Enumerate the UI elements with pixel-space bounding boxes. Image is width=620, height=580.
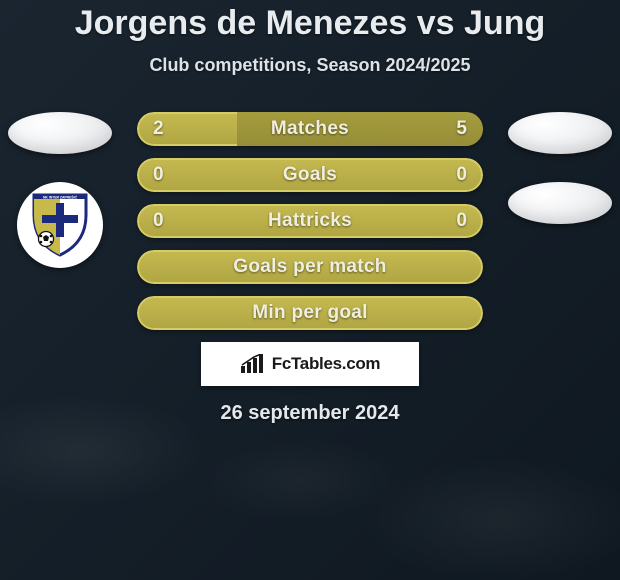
stat-right-value: 0 bbox=[456, 210, 467, 232]
subtitle: Club competitions, Season 2024/2025 bbox=[149, 55, 470, 76]
player-left-headshot bbox=[8, 112, 112, 154]
player-right-column bbox=[508, 112, 612, 224]
stats-list: 2 Matches 5 0 Goals 0 0 Hattricks 0 bbox=[137, 112, 483, 330]
comparison-row: NK INTER ZAPREŠIĆ 2 bbox=[0, 112, 620, 330]
comparison-card: Jorgens de Menezes vs Jung Club competit… bbox=[0, 0, 620, 580]
stat-right-value: 5 bbox=[456, 118, 467, 140]
club-crest-icon: NK INTER ZAPREŠIĆ bbox=[24, 189, 96, 261]
player-right-headshot bbox=[508, 112, 612, 154]
stat-row-matches: 2 Matches 5 bbox=[137, 112, 483, 146]
stat-label: Goals bbox=[283, 164, 337, 186]
stat-row-min-per-goal: Min per goal bbox=[137, 296, 483, 330]
stat-row-hattricks: 0 Hattricks 0 bbox=[137, 204, 483, 238]
bars-icon bbox=[240, 354, 266, 374]
stat-label: Matches bbox=[271, 118, 349, 140]
page-title: Jorgens de Menezes vs Jung bbox=[75, 4, 546, 43]
watermark: FcTables.com bbox=[201, 342, 419, 386]
stat-left-value: 2 bbox=[153, 118, 164, 140]
stat-right-value: 0 bbox=[456, 164, 467, 186]
stat-label: Hattricks bbox=[268, 210, 352, 232]
player-left-column: NK INTER ZAPREŠIĆ bbox=[8, 112, 112, 268]
player-right-club-badge-placeholder bbox=[508, 182, 612, 224]
stat-label: Min per goal bbox=[252, 302, 368, 324]
svg-text:NK INTER ZAPREŠIĆ: NK INTER ZAPREŠIĆ bbox=[43, 195, 78, 200]
date-text: 26 september 2024 bbox=[220, 402, 399, 425]
watermark-text: FcTables.com bbox=[272, 354, 381, 374]
player-left-club-badge: NK INTER ZAPREŠIĆ bbox=[17, 182, 103, 268]
stat-label: Goals per match bbox=[233, 256, 386, 278]
stat-row-goals-per-match: Goals per match bbox=[137, 250, 483, 284]
stat-left-value: 0 bbox=[153, 164, 164, 186]
stat-row-goals: 0 Goals 0 bbox=[137, 158, 483, 192]
stat-left-value: 0 bbox=[153, 210, 164, 232]
